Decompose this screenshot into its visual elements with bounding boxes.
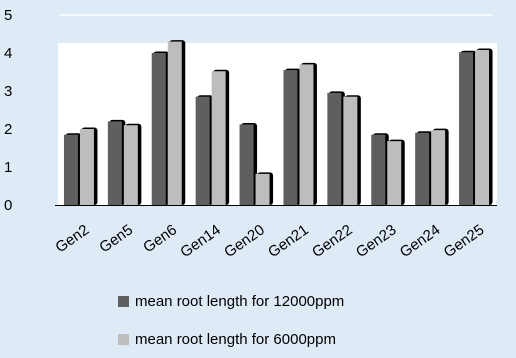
y-tick-label: 5 bbox=[4, 7, 12, 24]
bar-gen20-series-1 bbox=[239, 124, 254, 205]
bar-gen21-series-2 bbox=[299, 64, 314, 206]
x-tick-label-gen22: Gen22 bbox=[309, 221, 356, 261]
legend-swatch-series-1 bbox=[118, 296, 129, 307]
bar-gen14-series-2 bbox=[211, 71, 226, 206]
y-tick-label: 3 bbox=[4, 83, 12, 100]
bar-gen14-series-1 bbox=[195, 96, 210, 205]
bar-gen25-series-1 bbox=[459, 52, 474, 205]
x-tick-label-gen24: Gen24 bbox=[397, 221, 444, 261]
y-axis-ticks: 0 1 2 3 4 5 bbox=[4, 7, 12, 214]
x-tick-label-gen21: Gen21 bbox=[265, 221, 312, 261]
bar-gen24-series-1 bbox=[415, 132, 430, 205]
x-axis-ticks: Gen2 Gen5 Gen6Gen14Gen20Gen21Gen22Gen23Gen… bbox=[52, 221, 487, 261]
bar-gen6-series-2 bbox=[167, 41, 182, 205]
bar-gen25-series-2 bbox=[475, 49, 490, 206]
bar-gen5-series-2 bbox=[123, 125, 138, 205]
legend-item-series-2: mean root length for 6000ppm bbox=[118, 331, 336, 348]
x-tick-label-gen2: Gen2 bbox=[52, 221, 92, 256]
legend-swatch-series-2 bbox=[118, 334, 129, 345]
bar-gen2-series-2 bbox=[79, 129, 94, 205]
y-tick-label: 0 bbox=[4, 197, 12, 214]
bar-gen23-series-1 bbox=[371, 134, 386, 205]
legend-item-series-1: mean root length for 12000ppm bbox=[118, 293, 344, 310]
bar-gen2-series-1 bbox=[63, 134, 78, 205]
bar-gen22-series-2 bbox=[343, 96, 358, 205]
bar-gen22-series-1 bbox=[327, 92, 342, 205]
legend-label-series-2: mean root length for 6000ppm bbox=[135, 331, 336, 348]
x-tick-label-gen25: Gen25 bbox=[441, 221, 488, 261]
y-tick-label: 1 bbox=[4, 159, 12, 176]
bar-gen20-series-2 bbox=[255, 173, 270, 205]
x-tick-label-gen20: Gen20 bbox=[221, 221, 268, 261]
bar-gen23-series-2 bbox=[387, 141, 402, 205]
x-tick-label-gen23: Gen23 bbox=[353, 221, 400, 261]
bars bbox=[55, 40, 497, 206]
bar-gen24-series-2 bbox=[431, 130, 446, 205]
x-tick-label-gen6: Gen6 bbox=[140, 221, 180, 256]
bar-gen5-series-1 bbox=[107, 121, 122, 205]
legend-label-series-1: mean root length for 12000ppm bbox=[135, 293, 345, 310]
bar-gen21-series-1 bbox=[283, 70, 298, 205]
y-tick-label: 4 bbox=[4, 45, 12, 62]
bar-gen6-series-1 bbox=[151, 53, 166, 205]
x-tick-label-gen14: Gen14 bbox=[177, 221, 224, 261]
x-tick-label-gen5: Gen5 bbox=[96, 221, 136, 256]
y-tick-label: 2 bbox=[4, 121, 12, 138]
